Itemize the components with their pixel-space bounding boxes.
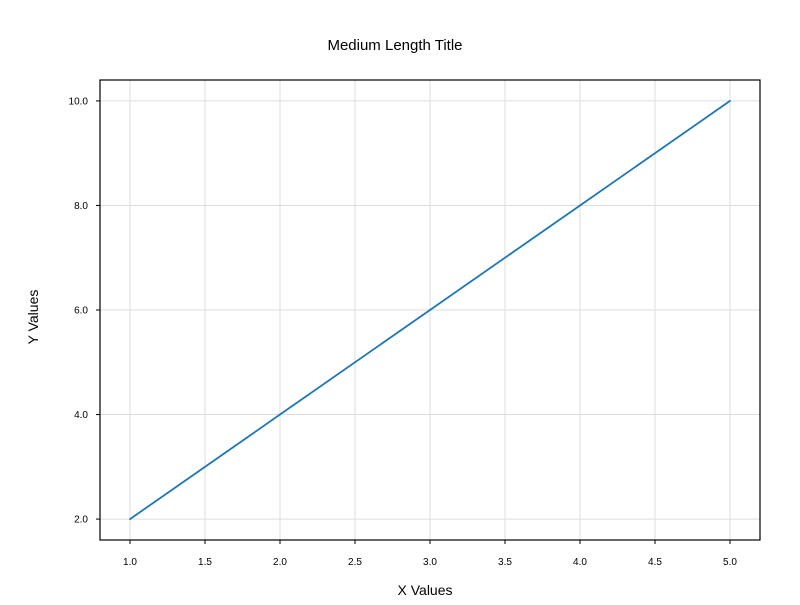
x-tick-label: 2.5 bbox=[348, 557, 362, 568]
chart-title: Medium Length Title bbox=[327, 37, 462, 54]
x-axis-ticks: 1.0 1.5 2.0 2.5 3.0 3.5 4.0 4.5 5.0 bbox=[123, 540, 737, 568]
data-point bbox=[429, 309, 431, 311]
x-tick-label: 3.5 bbox=[498, 557, 512, 568]
series-layer bbox=[129, 100, 731, 520]
y-tick-label: 10.0 bbox=[69, 96, 89, 107]
x-tick-label: 1.0 bbox=[123, 557, 137, 568]
y-axis-label: Y Values bbox=[25, 290, 41, 345]
x-tick-label: 5.0 bbox=[723, 557, 737, 568]
data-point bbox=[129, 518, 131, 520]
y-axis-ticks: 2.0 4.0 6.0 8.0 10.0 bbox=[69, 96, 100, 526]
data-point bbox=[579, 204, 581, 207]
y-tick-label: 4.0 bbox=[74, 410, 88, 421]
x-tick-label: 2.0 bbox=[273, 557, 287, 568]
y-tick-label: 6.0 bbox=[74, 306, 88, 317]
x-tick-label: 3.0 bbox=[423, 557, 437, 568]
y-tick-label: 2.0 bbox=[74, 515, 88, 526]
x-tick-label: 4.0 bbox=[573, 557, 587, 568]
y-tick-label: 8.0 bbox=[74, 201, 88, 212]
data-point bbox=[279, 413, 281, 416]
x-tick-label: 4.5 bbox=[648, 557, 662, 568]
data-point bbox=[729, 100, 731, 102]
x-axis-label: X Values bbox=[398, 582, 453, 598]
x-tick-label: 1.5 bbox=[198, 557, 212, 568]
